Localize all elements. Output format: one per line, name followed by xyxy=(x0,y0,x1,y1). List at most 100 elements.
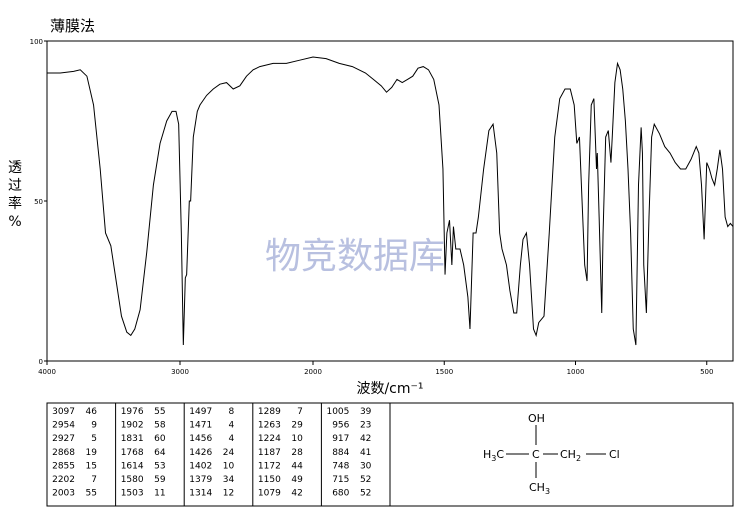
peak-intensity: 5 xyxy=(91,434,97,444)
peak-intensity: 39 xyxy=(360,407,372,417)
x-tick-label: 500 xyxy=(700,368,713,376)
y-axis-label: 透 xyxy=(8,160,22,176)
peak-wavenumber: 1079 xyxy=(258,489,281,499)
peak-wavenumber: 2868 xyxy=(52,448,75,458)
peak-intensity: 42 xyxy=(291,489,302,499)
peak-wavenumber: 2003 xyxy=(52,489,75,499)
peak-wavenumber: 1150 xyxy=(258,475,281,485)
peak-wavenumber: 1768 xyxy=(121,448,144,458)
peak-intensity: 15 xyxy=(86,461,97,471)
peak-wavenumber: 680 xyxy=(332,489,349,499)
x-tick-label: 4000 xyxy=(38,368,56,376)
peak-intensity: 24 xyxy=(223,448,235,458)
y-axis-label: % xyxy=(8,214,21,230)
peak-intensity: 23 xyxy=(360,421,371,431)
peak-intensity: 4 xyxy=(228,434,234,444)
peak-wavenumber: 917 xyxy=(332,434,349,444)
chart-title: 薄膜法 xyxy=(50,17,95,35)
atom: C xyxy=(496,448,504,461)
atom: CH3 xyxy=(529,481,550,496)
y-tick-label: 100 xyxy=(30,38,43,46)
atom: CH2 xyxy=(560,448,581,463)
peak-wavenumber: 1005 xyxy=(326,407,349,417)
peak-wavenumber: 1224 xyxy=(258,434,281,444)
peak-wavenumber: 2202 xyxy=(52,475,75,485)
atom: CH xyxy=(529,481,545,494)
peak-intensity: 11 xyxy=(154,489,165,499)
peak-wavenumber: 1902 xyxy=(121,421,144,431)
peak-wavenumber: 2927 xyxy=(52,434,75,444)
x-tick-label: 3000 xyxy=(171,368,189,376)
peak-intensity: 60 xyxy=(154,434,166,444)
atom: C xyxy=(532,448,540,461)
peak-intensity: 52 xyxy=(360,489,371,499)
peak-wavenumber: 1503 xyxy=(121,489,144,499)
atom: Cl xyxy=(609,448,620,461)
atom: H3C xyxy=(483,448,504,463)
peak-wavenumber: 1976 xyxy=(121,407,144,417)
peak-wavenumber: 1471 xyxy=(189,421,212,431)
peak-wavenumber: 1172 xyxy=(258,461,281,471)
peak-intensity: 9 xyxy=(91,421,97,431)
peak-intensity: 28 xyxy=(291,448,303,458)
peak-intensity: 41 xyxy=(360,448,371,458)
peak-intensity: 7 xyxy=(91,475,97,485)
peak-intensity: 52 xyxy=(360,475,371,485)
y-axis-label: 过 xyxy=(8,178,22,194)
x-tick-label: 1000 xyxy=(567,368,585,376)
peak-intensity: 49 xyxy=(291,475,303,485)
peak-wavenumber: 1402 xyxy=(189,461,212,471)
peak-wavenumber: 3097 xyxy=(52,407,75,417)
peak-wavenumber: 1426 xyxy=(189,448,212,458)
peak-wavenumber: 1580 xyxy=(121,475,144,485)
peak-wavenumber: 1187 xyxy=(258,448,281,458)
structure xyxy=(506,425,606,478)
peak-intensity: 30 xyxy=(360,461,372,471)
peak-intensity: 46 xyxy=(86,407,98,417)
atom: OH xyxy=(528,412,545,425)
peak-intensity: 34 xyxy=(223,475,235,485)
x-tick-label: 1500 xyxy=(435,368,453,376)
peak-wavenumber: 1456 xyxy=(189,434,212,444)
peak-intensity: 10 xyxy=(223,461,235,471)
x-axis-label: 波数/cm⁻¹ xyxy=(356,381,423,397)
y-tick-label: 50 xyxy=(34,198,43,206)
peak-wavenumber: 2954 xyxy=(52,421,75,431)
y-tick-label: 0 xyxy=(39,358,43,366)
peak-wavenumber: 1263 xyxy=(258,421,281,431)
peak-intensity: 4 xyxy=(228,421,234,431)
peak-intensity: 7 xyxy=(297,407,303,417)
peak-intensity: 42 xyxy=(360,434,371,444)
peak-intensity: 55 xyxy=(154,407,165,417)
atom: H xyxy=(483,448,491,461)
spectrum-line xyxy=(47,56,734,346)
atom-sub: 3 xyxy=(491,454,496,463)
peak-wavenumber: 1614 xyxy=(121,461,144,471)
peak-intensity: 55 xyxy=(86,489,97,499)
atom-sub: 2 xyxy=(576,454,581,463)
peak-intensity: 64 xyxy=(154,448,166,458)
peak-wavenumber: 1379 xyxy=(189,475,212,485)
peak-intensity: 59 xyxy=(154,475,166,485)
peak-wavenumber: 2855 xyxy=(52,461,75,471)
peak-wavenumber: 1497 xyxy=(189,407,212,417)
peak-wavenumber: 1289 xyxy=(258,407,281,417)
peak-intensity: 29 xyxy=(291,421,303,431)
peak-intensity: 10 xyxy=(291,434,303,444)
peak-wavenumber: 748 xyxy=(332,461,349,471)
peak-wavenumber: 715 xyxy=(332,475,349,485)
peak-wavenumber: 884 xyxy=(332,448,349,458)
peak-wavenumber: 956 xyxy=(332,421,349,431)
y-axis-label: 率 xyxy=(8,195,22,212)
atom-sub: 3 xyxy=(545,487,550,496)
x-tick-label: 2000 xyxy=(304,368,322,376)
watermark: 物竞数据库 xyxy=(265,236,445,277)
peak-intensity: 12 xyxy=(223,489,234,499)
peak-intensity: 44 xyxy=(291,461,303,471)
peak-intensity: 53 xyxy=(154,461,165,471)
peak-intensity: 58 xyxy=(154,421,166,431)
atom: CH xyxy=(560,448,576,461)
peak-wavenumber: 1831 xyxy=(121,434,144,444)
peak-intensity: 19 xyxy=(86,448,98,458)
